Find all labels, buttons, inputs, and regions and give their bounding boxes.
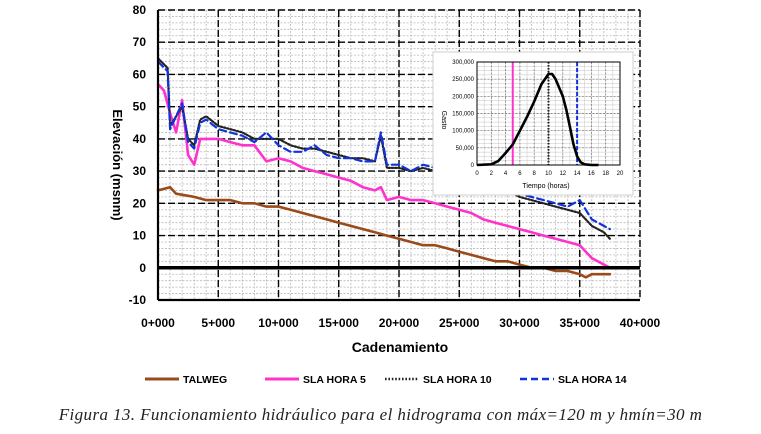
inset-x-tick-label: 0 [475,171,479,177]
inset-series-group [476,62,599,167]
inset-plot-frame [476,61,621,166]
x-tick-label: 5+000 [201,316,235,330]
y-tick-label: 60 [133,67,147,81]
inset-axes [476,61,621,166]
inset-x-tick-label: 4 [504,171,508,177]
main-axes [156,10,640,302]
legend-label: SLA HORA 10 [423,374,492,386]
y-tick-label: -10 [129,293,147,307]
x-tick-label: 30+000 [499,316,540,330]
inset-x-tick-label: 18 [602,171,609,177]
inset-background [432,51,634,196]
x-tick-label: 40+000 [620,316,661,330]
inset-y-tick-label: 0 [471,163,475,169]
inset-y-tick-label: 100,000 [452,129,474,135]
inset-y-tick-label: 300,000 [452,60,474,66]
inset-y-tick-labels: 0 50,000 100,000 150,000 200,000 250,000 300,0… [452,60,474,169]
legend-label: TALWEG [183,374,227,386]
inset-y-tick-label: 50,000 [456,146,475,152]
y-tick-label: 50 [133,100,147,114]
inset-x-tick-label: 14 [574,171,581,177]
legend-label: SLA HORA 5 [303,374,366,386]
legend: TALWEG SLA HORA 5 SLA HORA 10 SLA HORA 14 [145,374,627,386]
main-series-group [156,57,612,279]
series-line-sla-hora-5 [156,82,612,270]
x-tick-label: 15+000 [319,316,360,330]
inset-x-tick-label: 20 [617,171,624,177]
inset-x-tick-label: 8 [533,171,537,177]
inset-x-tick-label: 10 [545,171,552,177]
inset-y-axis-label: Gasto [440,111,447,130]
inset-x-tick-label: 6 [518,171,522,177]
x-tick-label: 10+000 [258,316,299,330]
inset-y-tick-label: 200,000 [452,94,474,100]
inset-x-tick-label: 16 [588,171,595,177]
series-line-sla-hora-10 [156,57,612,240]
y-tick-label: 80 [133,3,147,17]
y-tick-label: 10 [133,229,147,243]
x-axis-label: Cadenamiento [352,339,448,355]
y-tick-label: 40 [133,132,147,146]
figure-caption: Figura 13. Funcionamiento hidráulico par… [58,405,703,424]
x-tick-label: 25+000 [439,316,480,330]
inset-x-tick-labels: 0 2 4 6 8 10 12 14 16 18 20 [475,171,624,177]
x-tick-label: 0+000 [141,316,175,330]
x-tick-label: 20+000 [379,316,420,330]
y-tick-label: 30 [133,164,147,178]
y-tick-label: 20 [133,196,147,210]
inset-hydrograph-line [476,72,599,167]
inset-y-tick-label: 250,000 [452,77,474,83]
inset-x-axis-label: Tiempo (horas) [522,183,569,190]
inset-x-tick-label: 2 [490,171,494,177]
y-tick-label: 70 [133,35,147,49]
legend-label: SLA HORA 14 [558,374,627,386]
y-axis-label: Elevación (msnm) [110,109,125,220]
main-y-tick-labels: -10 0 10 20 30 40 50 60 70 80 [129,3,147,307]
inset-y-tick-label: 150,000 [452,112,474,118]
y-tick-label: 0 [139,261,146,275]
inset-x-tick-label: 12 [559,171,566,177]
x-tick-label: 35+000 [560,316,601,330]
series-line-sla-hora-14 [156,60,612,231]
main-x-tick-labels: 0+000 5+000 10+000 15+000 20+000 25+000 30+000… [141,316,660,330]
